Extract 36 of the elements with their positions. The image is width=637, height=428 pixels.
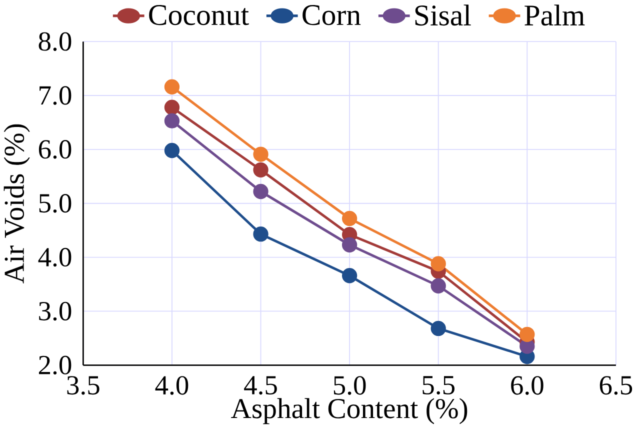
- legend-label: Palm: [524, 4, 585, 26]
- point: [342, 268, 358, 284]
- x-axis-title: Asphalt Content (%): [231, 398, 468, 424]
- y-tick-label: 6.0: [38, 140, 72, 159]
- point: [253, 146, 268, 162]
- legend-label: Corn: [302, 5, 361, 26]
- point: [164, 79, 180, 94]
- x-tick-label: 3.5: [67, 376, 100, 395]
- y-tick-label: 5.0: [39, 194, 72, 213]
- legend-label: Coconut: [149, 5, 249, 26]
- legend-label: Sisal: [415, 4, 471, 26]
- y-tick-label: 3.0: [39, 302, 72, 321]
- point: [430, 320, 446, 336]
- point: [520, 338, 535, 354]
- x-tick-label: 6.5: [600, 376, 632, 395]
- point: [342, 237, 358, 252]
- y-tick-label: 8.0: [38, 32, 72, 51]
- point: [164, 142, 180, 158]
- x-tick-label: 6.0: [511, 376, 544, 395]
- x-tick-label: 4.5: [244, 376, 277, 395]
- point: [520, 326, 535, 342]
- point: [164, 113, 180, 128]
- y-tick-label: 2.0: [38, 356, 72, 375]
- point: [430, 278, 446, 294]
- point: [164, 100, 180, 115]
- point: [253, 162, 268, 178]
- x-tick-label: 5.5: [422, 376, 454, 395]
- y-tick-label: 4.0: [38, 248, 72, 267]
- point: [342, 210, 358, 226]
- x-tick-label: 4.0: [155, 376, 188, 395]
- y-axis-title: Air Voids (%): [4, 124, 30, 284]
- point: [253, 226, 268, 242]
- y-tick-label: 7.0: [40, 86, 72, 105]
- point: [430, 256, 446, 272]
- x-tick-label: 5.0: [334, 376, 366, 395]
- point: [253, 184, 268, 200]
